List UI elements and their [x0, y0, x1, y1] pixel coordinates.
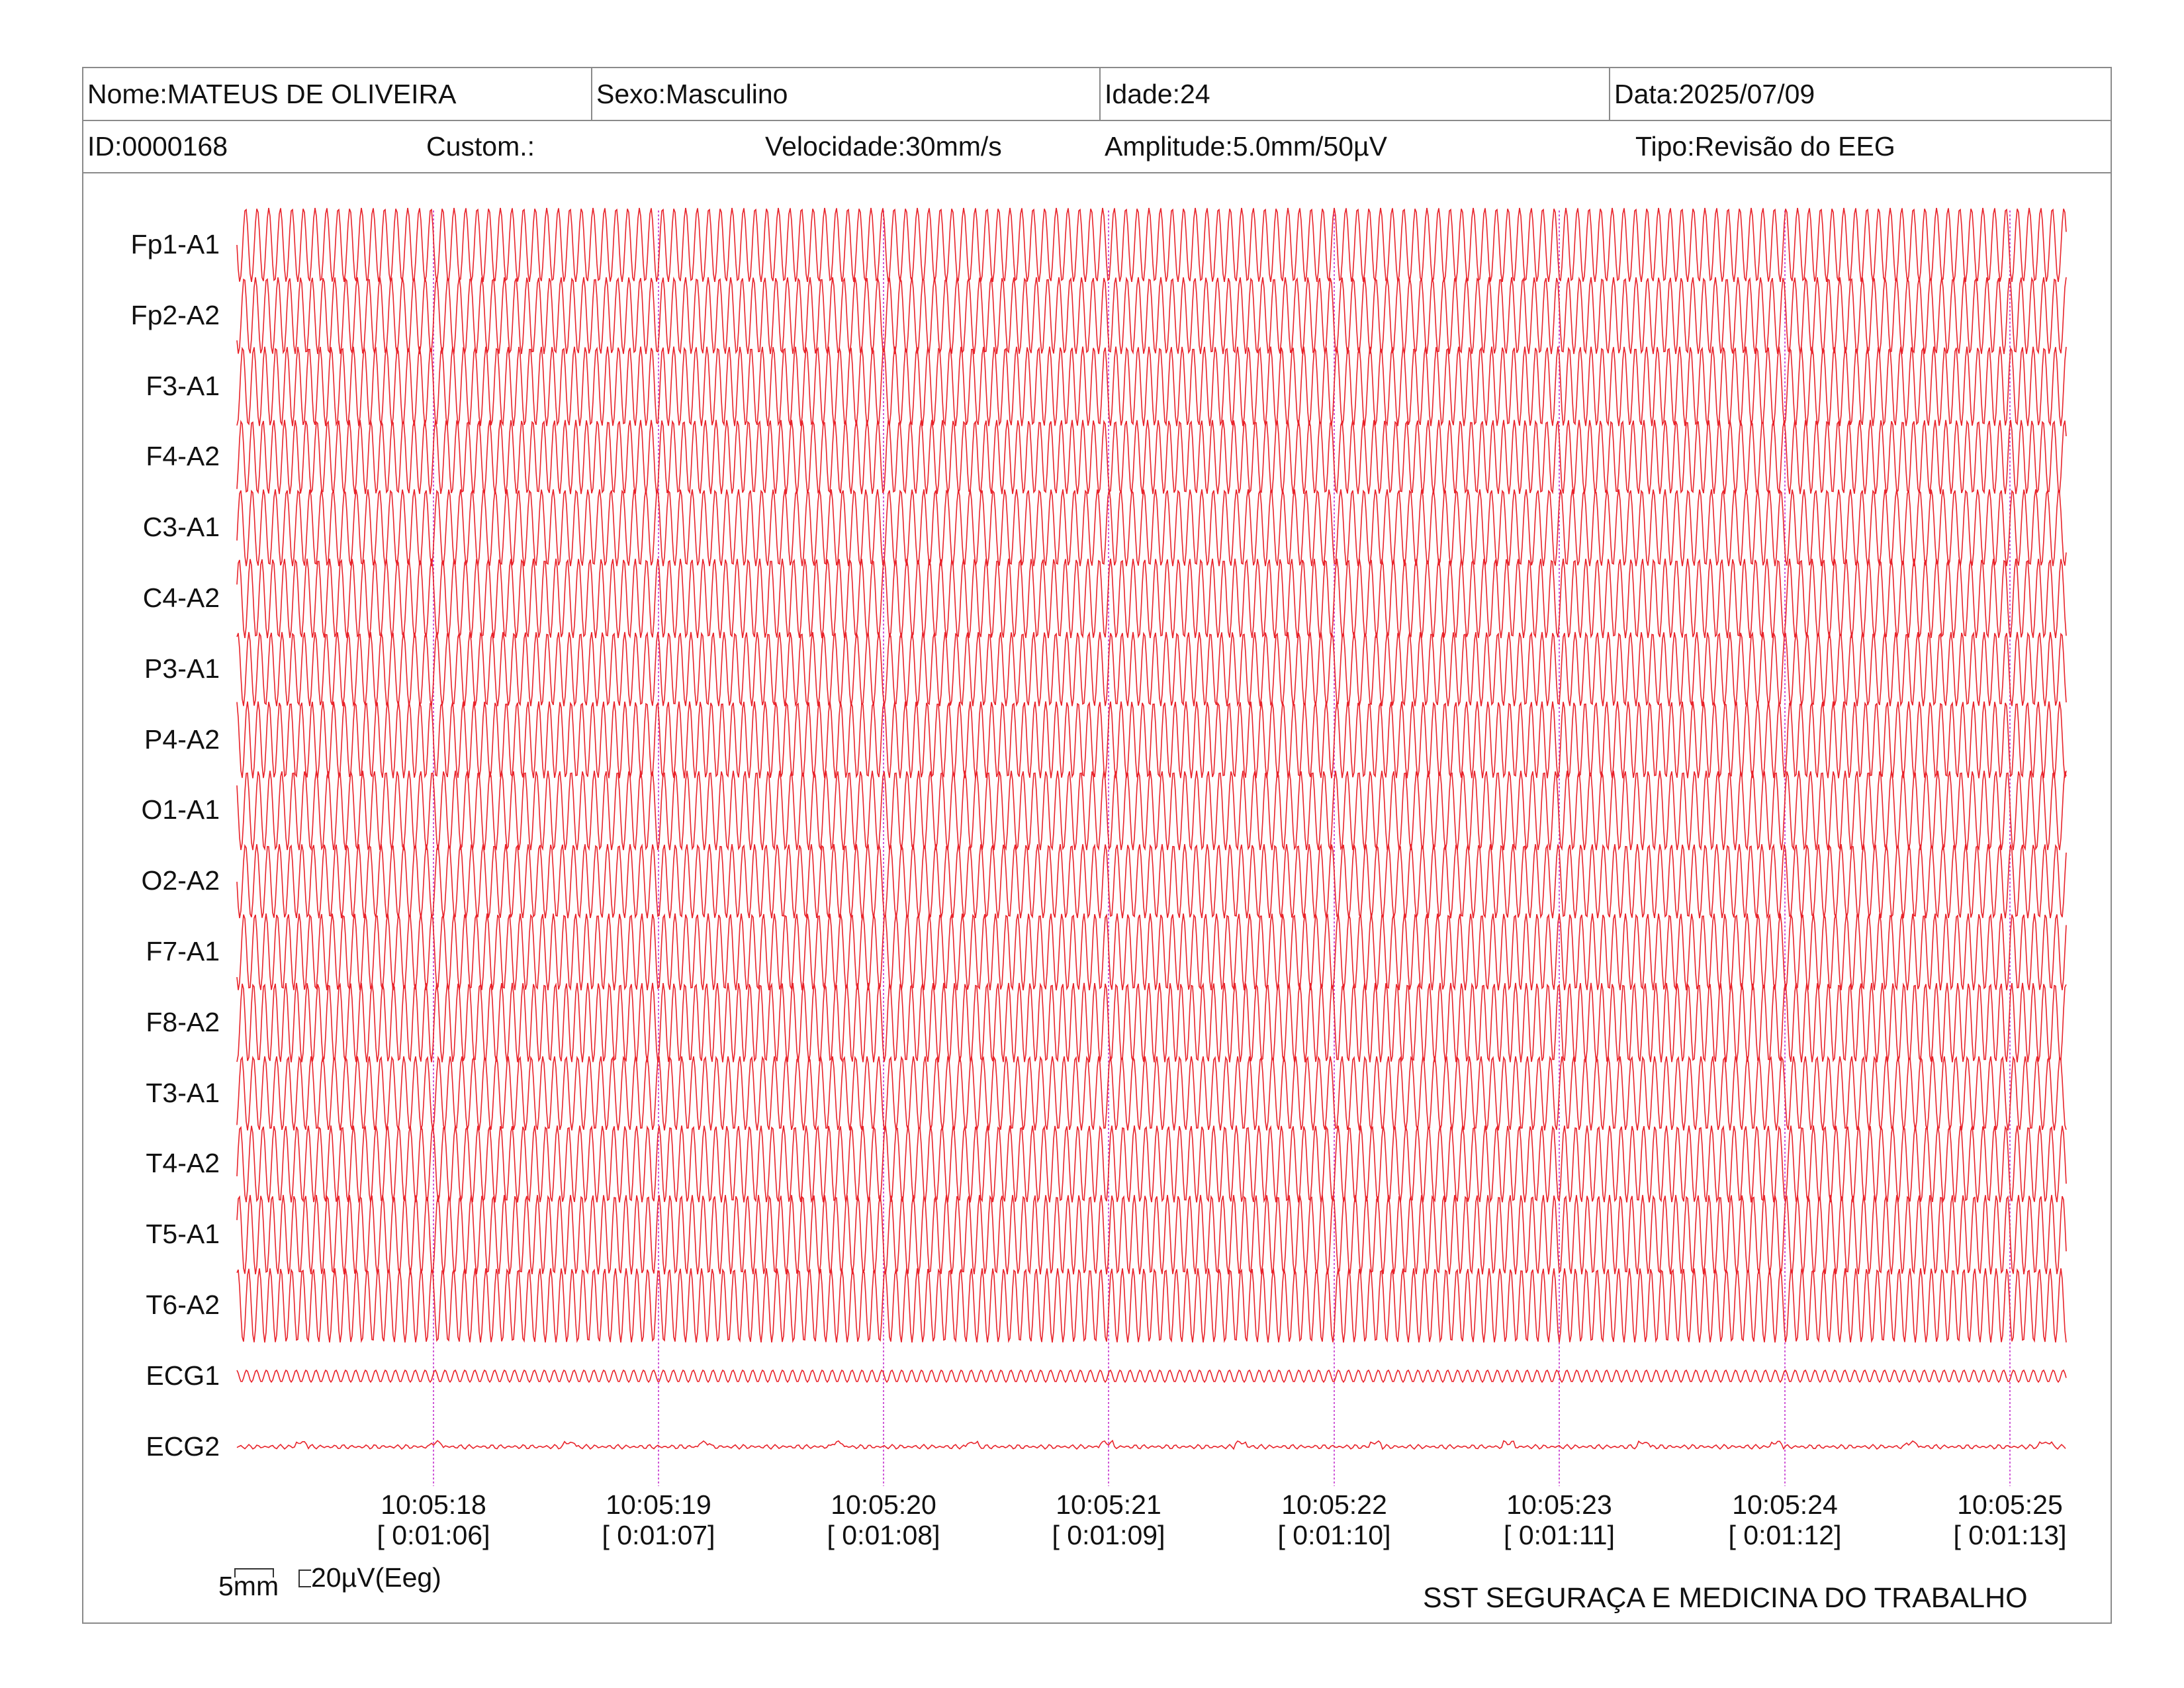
- channel-trace-f7-a1: [236, 913, 2067, 991]
- time-label-clock: 10:05:21: [1056, 1489, 1161, 1520]
- channel-trace-t5-a1: [236, 1195, 2067, 1275]
- channel-label: C3-A1: [142, 512, 220, 543]
- scale-time-label: 5mm: [218, 1571, 279, 1601]
- channel-label: F3-A1: [146, 370, 220, 401]
- channel-label: Fp2-A2: [130, 299, 220, 330]
- channel-trace-f8-a2: [236, 982, 2067, 1062]
- channel-trace-f4-a2: [236, 420, 2067, 494]
- time-label-elapsed: [ 0:01:13]: [1953, 1520, 2067, 1550]
- channel-label: ECG2: [146, 1430, 220, 1462]
- channel-trace-p4-a2: [236, 701, 2067, 779]
- channel-trace-ecg2: [236, 1439, 2066, 1450]
- channel-label: T4-A2: [146, 1148, 220, 1179]
- channel-trace-t4-a2: [236, 1125, 2067, 1203]
- channel-label: T3-A1: [146, 1077, 220, 1108]
- time-label: 10:05:21[ 0:01:09]: [1023, 1489, 1195, 1550]
- channel-trace-t6-a2: [236, 1268, 2067, 1343]
- time-label-elapsed: [ 0:01:12]: [1728, 1520, 1842, 1550]
- time-scale-bracket: [234, 1568, 274, 1577]
- time-label-elapsed: [ 0:01:06]: [377, 1520, 490, 1550]
- time-label-elapsed: [ 0:01:10]: [1277, 1520, 1391, 1550]
- channel-label: P4-A2: [144, 724, 220, 755]
- time-label-clock: 10:05:24: [1732, 1489, 1838, 1520]
- channel-trace-fp1-a1: [236, 207, 2067, 283]
- time-label: 10:05:22[ 0:01:10]: [1248, 1489, 1420, 1550]
- paper-speed: Velocidade:30mm/s: [765, 131, 1002, 162]
- channel-label: O2-A2: [141, 865, 220, 896]
- time-label-elapsed: [ 0:01:09]: [1052, 1520, 1165, 1550]
- channel-label: P3-A1: [144, 653, 220, 684]
- time-label: 10:05:19[ 0:01:07]: [572, 1489, 745, 1550]
- time-label-elapsed: [ 0:01:11]: [1504, 1520, 1615, 1550]
- time-label-clock: 10:05:20: [831, 1489, 936, 1520]
- channel-label: F8-A2: [146, 1006, 220, 1037]
- channel-label: F4-A2: [146, 441, 220, 472]
- time-label: 10:05:23[ 0:01:11]: [1473, 1489, 1645, 1550]
- header-row-recording: ID:0000168 Custom.: Velocidade:30mm/s Am…: [83, 121, 2111, 173]
- channel-trace-fp2-a2: [236, 276, 2067, 355]
- time-label-clock: 10:05:25: [1957, 1489, 2063, 1520]
- scale-amplitude-label: 20µV(Eeg): [311, 1562, 441, 1593]
- channel-label: O1-A1: [141, 794, 220, 825]
- channel-trace-f3-a1: [236, 346, 2067, 427]
- exam-date: Data:2025/07/09: [1609, 68, 2112, 120]
- channel-trace-o1-a1: [236, 771, 2067, 851]
- report-frame: Nome:MATEUS DE OLIVEIRA Sexo:Masculino I…: [82, 67, 2112, 1624]
- channel-label: F7-A1: [146, 936, 220, 966]
- patient-name: Nome:MATEUS DE OLIVEIRA: [87, 78, 457, 109]
- time-label: 10:05:25[ 0:01:13]: [1924, 1489, 2096, 1550]
- time-label-clock: 10:05:18: [381, 1489, 486, 1520]
- amplitude-setting: Amplitude:5.0mm/50µV: [1105, 131, 1387, 162]
- time-label: 10:05:18[ 0:01:06]: [347, 1489, 520, 1550]
- time-label: 10:05:24[ 0:01:12]: [1699, 1489, 1871, 1550]
- channel-label: T6-A2: [146, 1289, 220, 1320]
- review-type: Tipo:Revisão do EEG: [1635, 131, 1895, 162]
- patient-sex: Sexo:Masculino: [591, 68, 1099, 120]
- time-label-clock: 10:05:19: [606, 1489, 711, 1520]
- channel-label: Fp1-A1: [130, 229, 220, 259]
- amplitude-scale-bracket: [298, 1570, 311, 1587]
- channel-label: ECG1: [146, 1360, 220, 1391]
- time-label: 10:05:20[ 0:01:08]: [797, 1489, 970, 1550]
- time-label-clock: 10:05:23: [1506, 1489, 1612, 1520]
- company-name: SST SEGURAÇA E MEDICINA DO TRABALHO: [1423, 1582, 2028, 1614]
- channel-trace-c3-a1: [236, 489, 2067, 567]
- channel-trace-c4-a2: [236, 558, 2067, 639]
- header-row-patient: Nome:MATEUS DE OLIVEIRA Sexo:Masculino I…: [83, 68, 2111, 121]
- channel-trace-ecg1: [236, 1369, 2067, 1383]
- time-label-clock: 10:05:22: [1281, 1489, 1387, 1520]
- channel-label: T5-A1: [146, 1219, 220, 1250]
- time-label-elapsed: [ 0:01:08]: [827, 1520, 940, 1550]
- channel-traces: [236, 207, 2067, 1450]
- channel-trace-p3-a1: [236, 631, 2067, 707]
- channel-trace-t3-a1: [236, 1055, 2067, 1131]
- patient-age: Idade:24: [1099, 68, 1609, 120]
- calibration-scale-mark: [234, 1568, 311, 1587]
- channel-trace-o2-a2: [236, 843, 2067, 919]
- patient-id: ID:0000168: [87, 131, 228, 162]
- custom-field: Custom.:: [426, 131, 535, 162]
- channel-label: C4-A2: [142, 583, 220, 613]
- time-label-elapsed: [ 0:01:07]: [602, 1520, 715, 1550]
